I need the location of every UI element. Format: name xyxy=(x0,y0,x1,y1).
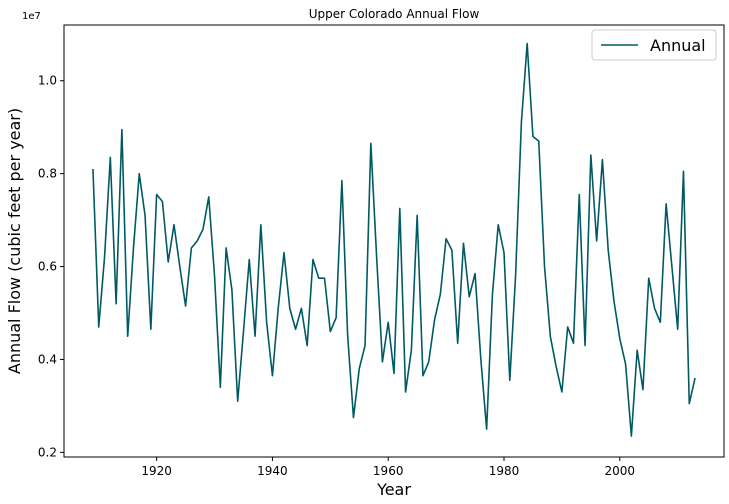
x-tick-label: 1980 xyxy=(489,464,520,478)
plot-area xyxy=(92,42,696,437)
y-tick-label: 0.2 xyxy=(38,445,57,459)
legend-box xyxy=(591,29,717,61)
x-axis: 1920 1940 1960 1980 2000 xyxy=(141,457,635,478)
x-tick-label: 1960 xyxy=(373,464,404,478)
y-tick-label: 0.6 xyxy=(38,260,57,274)
plot-frame xyxy=(63,24,725,458)
y-tick-label: 1.0 xyxy=(38,74,57,88)
y-tick-label: 0.4 xyxy=(38,352,57,366)
y-axis-label: Annual Flow (cubic feet per year) xyxy=(5,108,24,374)
x-axis-label: Year xyxy=(376,480,411,499)
chart-title: Upper Colorado Annual Flow xyxy=(309,7,480,21)
legend: Annual xyxy=(591,29,717,61)
x-tick-label: 1920 xyxy=(141,464,172,478)
y-tick-label: 0.8 xyxy=(38,167,57,181)
y-axis: 0.2 0.4 0.6 0.8 1.0 xyxy=(38,74,64,459)
y-axis-offset-label: 1e7 xyxy=(22,11,41,22)
x-tick-label: 1940 xyxy=(257,464,288,478)
series-line-annual xyxy=(92,42,696,437)
legend-label-annual: Annual xyxy=(650,36,706,55)
x-tick-label: 2000 xyxy=(605,464,636,478)
